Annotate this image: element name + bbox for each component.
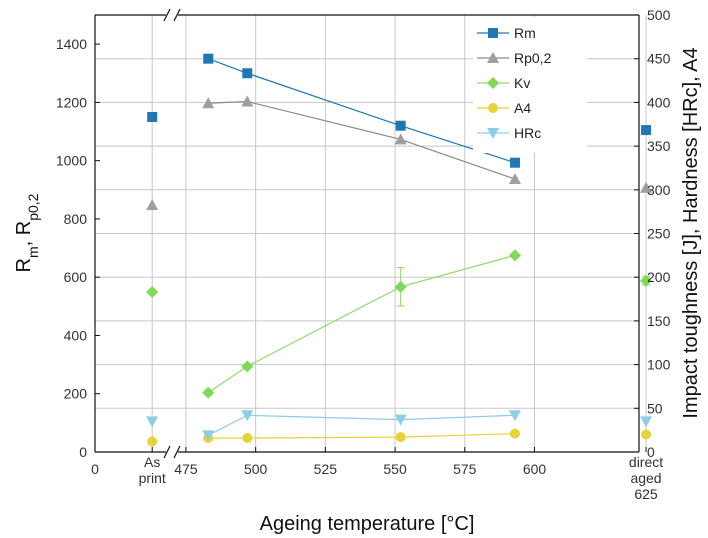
y-right-tick-label: 150 bbox=[647, 313, 671, 329]
data-point-kv bbox=[202, 386, 215, 399]
y-right-tick-label: 200 bbox=[647, 269, 671, 285]
y-left-title-main: , R bbox=[13, 221, 35, 247]
data-point-hrc bbox=[241, 410, 254, 422]
x-special-tick-label: 625 bbox=[634, 486, 658, 502]
y-left-tick-label: 1400 bbox=[56, 36, 87, 52]
x-tick-label: 525 bbox=[314, 461, 338, 477]
legend-marker-rm bbox=[488, 28, 498, 38]
series-line-kv bbox=[207, 254, 516, 394]
axis-break-top-slash bbox=[173, 8, 181, 22]
x-tick-label: 600 bbox=[523, 461, 547, 477]
data-point-rm-standalone bbox=[641, 125, 652, 136]
data-point-a4 bbox=[509, 428, 520, 439]
series-line-hrc bbox=[207, 414, 516, 436]
y-right-tick-label: 350 bbox=[647, 138, 671, 154]
x-tick-label: 550 bbox=[383, 461, 407, 477]
data-point-rp02 bbox=[202, 97, 215, 109]
data-point-hrc bbox=[508, 410, 521, 422]
data-point-a4 bbox=[242, 433, 253, 444]
x-special-tick-label: aged bbox=[630, 470, 661, 486]
data-point-rm bbox=[395, 120, 406, 131]
axis-break-bottom-slash bbox=[163, 445, 171, 459]
y-left-tick-label: 200 bbox=[64, 386, 88, 402]
data-point-hrc-standalone bbox=[640, 416, 653, 428]
axis-break-top-slash bbox=[163, 8, 171, 22]
legend-label-a4: A4 bbox=[514, 100, 531, 116]
legend-label-rp02: Rp0,2 bbox=[514, 50, 552, 66]
legend-marker-kv bbox=[487, 77, 499, 89]
data-point-rp02 bbox=[394, 133, 407, 145]
y-right-tick-label: 50 bbox=[647, 400, 663, 416]
data-point-rm bbox=[509, 157, 520, 168]
y-left-title-main: R bbox=[13, 258, 35, 272]
series-layer bbox=[146, 53, 653, 447]
data-point-rp02-standalone bbox=[640, 181, 653, 193]
data-point-rp02 bbox=[508, 173, 521, 185]
y-right-tick-label: 100 bbox=[647, 357, 671, 373]
data-point-a4-standalone bbox=[147, 436, 158, 447]
y-left-tick-label: 1000 bbox=[56, 153, 87, 169]
y-right-tick-label: 250 bbox=[647, 226, 671, 242]
y-left-axis-title: Rm, Rp0,2 bbox=[13, 193, 41, 272]
data-point-rp02 bbox=[241, 95, 254, 107]
axis-break-bottom-gap bbox=[166, 448, 178, 456]
y-left-tick-label: 1200 bbox=[56, 94, 87, 110]
legend-marker-rp02 bbox=[487, 52, 499, 63]
data-point-kv-standalone bbox=[640, 274, 653, 287]
y-left-title-sub: p0,2 bbox=[25, 193, 41, 220]
data-point-hrc-standalone bbox=[146, 416, 159, 428]
data-point-hrc bbox=[202, 430, 215, 442]
y-right-tick-label: 500 bbox=[647, 7, 671, 23]
x-special-tick-label: As bbox=[144, 454, 160, 470]
data-point-kv bbox=[394, 280, 407, 293]
data-point-a4-standalone bbox=[641, 429, 652, 440]
x-special-tick-label: print bbox=[139, 470, 166, 486]
x-axis-title: Ageing temperature [°C] bbox=[260, 513, 475, 535]
data-point-a4 bbox=[395, 432, 406, 443]
data-point-hrc bbox=[394, 414, 407, 426]
y-left-tick-label: 800 bbox=[64, 211, 88, 227]
axes-layer bbox=[94, 8, 647, 459]
data-point-kv bbox=[241, 360, 254, 373]
data-point-kv bbox=[508, 249, 521, 262]
legend-label-rm: Rm bbox=[514, 25, 536, 41]
axis-break-top-gap bbox=[166, 11, 178, 19]
x-special-tick-label: direct bbox=[629, 454, 663, 470]
data-point-rm bbox=[203, 53, 214, 64]
y-left-tick-label: 600 bbox=[64, 269, 88, 285]
data-point-rm bbox=[242, 68, 253, 79]
data-point-rp02-standalone bbox=[146, 198, 159, 210]
legend-marker-a4 bbox=[488, 103, 498, 113]
series-line-a4 bbox=[208, 433, 515, 439]
series-line-rm bbox=[208, 58, 516, 164]
data-point-kv-standalone bbox=[146, 286, 159, 299]
y-left-title-sub: m bbox=[25, 246, 41, 258]
legend-label-hrc: HRc bbox=[514, 125, 541, 141]
y-right-tick-label: 300 bbox=[647, 182, 671, 198]
legend: Rm Rp0,2 Kv A4 HRc bbox=[473, 17, 587, 153]
x-tick-label: 475 bbox=[174, 461, 198, 477]
axis-labels-layer: 0 200 400 600 800 1000 1200 1400 0 50 100 150 200 250… bbox=[13, 7, 702, 535]
axis-break-bottom-slash bbox=[173, 445, 181, 459]
x-tick-label: 500 bbox=[244, 461, 268, 477]
y-right-tick-label: 450 bbox=[647, 51, 671, 67]
y-right-tick-label: 0 bbox=[647, 444, 655, 460]
x-tick-label: 575 bbox=[453, 461, 477, 477]
x-tick-label: 0 bbox=[91, 461, 99, 477]
y-left-tick-label: 400 bbox=[64, 327, 88, 343]
legend-marker-hrc bbox=[487, 128, 499, 139]
data-point-rm-standalone bbox=[147, 111, 158, 122]
series-line-rp02 bbox=[208, 100, 516, 180]
y-left-tick-label: 0 bbox=[79, 444, 87, 460]
y-right-tick-label: 400 bbox=[647, 94, 671, 110]
legend-label-kv: Kv bbox=[514, 75, 530, 91]
y-right-axis-title: Impact toughness [J], Hardness [HRc], A4 bbox=[680, 47, 702, 418]
